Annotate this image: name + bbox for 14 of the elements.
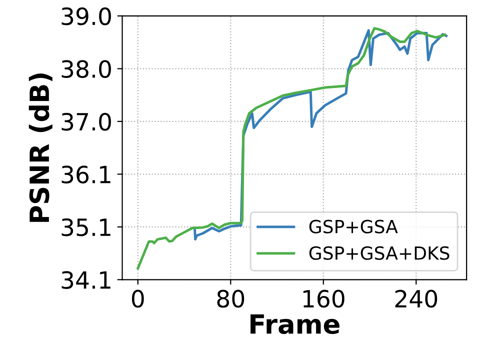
x-tick-label: 80 [217,290,244,308]
x-tick-label: 160 [303,290,344,308]
x-tick-label: 240 [395,290,438,308]
legend-label: GSP+GSA+DKS [309,246,450,260]
legend-label: GSP+GSA [309,220,398,234]
y-tick-label: 35.1 [62,218,110,236]
y-tick-label: 37.0 [62,112,111,131]
y-axis-title: PSNR (dB) [28,74,52,222]
y-tick-label: 38.0 [62,60,111,78]
y-tick-label: 39.0 [62,7,111,26]
x-axis-title: Frame [250,314,340,334]
y-tick-label: 34.1 [62,271,110,289]
y-tick-label: 36.1 [62,166,110,184]
x-tick-label: 0 [132,290,144,308]
